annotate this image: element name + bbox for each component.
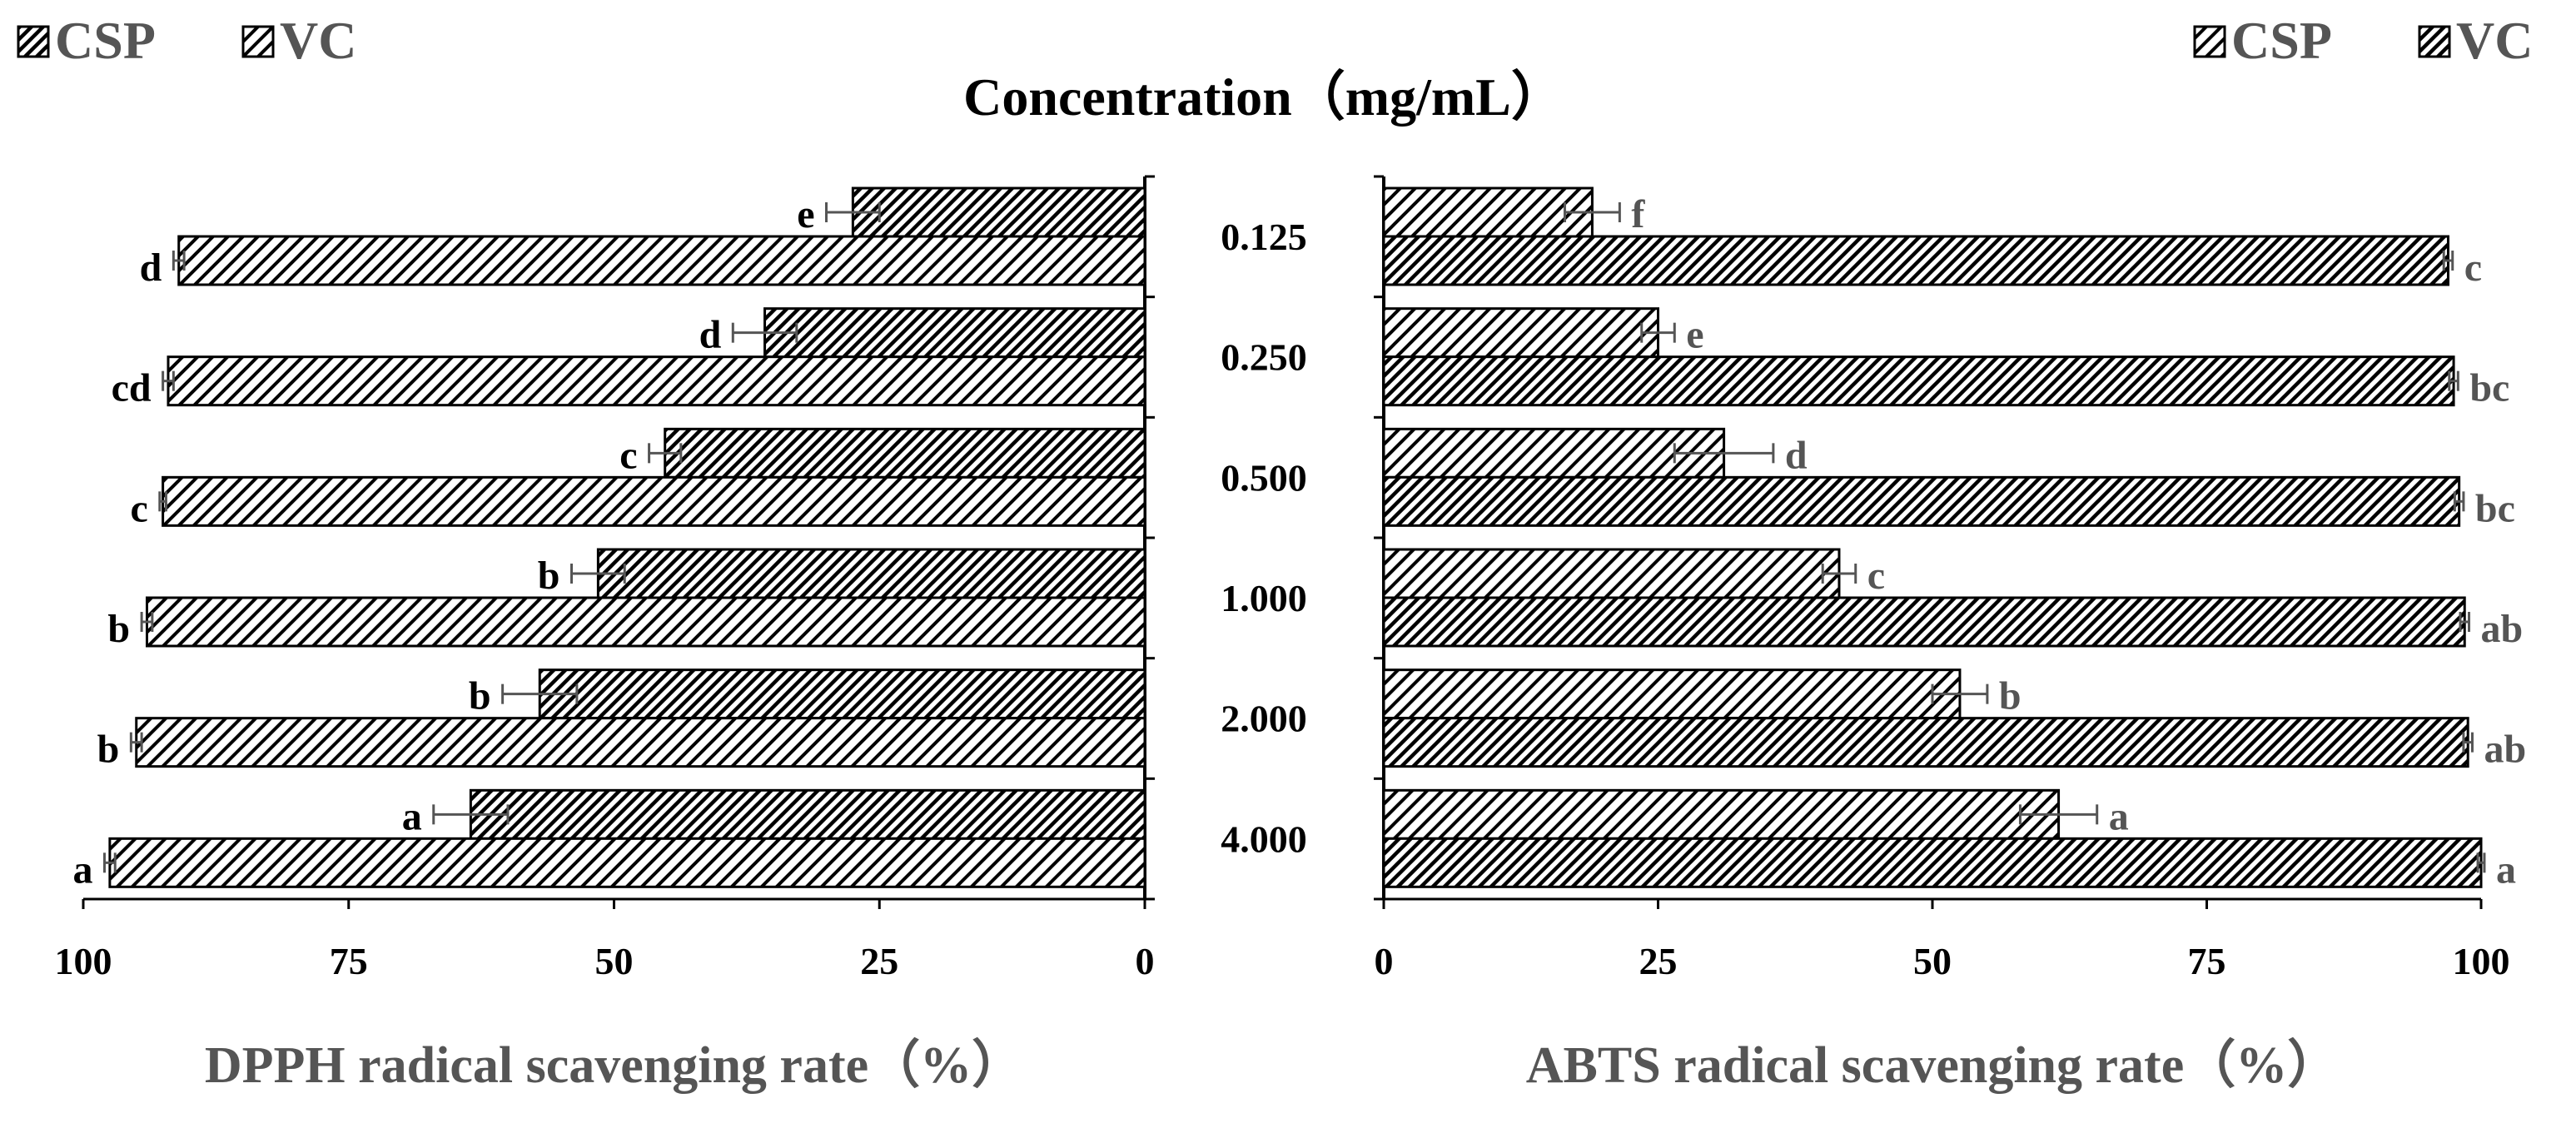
dpph-significance-letter: b — [538, 554, 560, 598]
dpph-legend-swatch-vc — [241, 25, 275, 58]
dpph-bar-vc — [135, 717, 1146, 768]
concentration-label: Concentration（mg/mL） — [963, 67, 1564, 127]
abts-x-tick-label: 100 — [2453, 940, 2510, 982]
dpph-bar-vc — [162, 475, 1146, 527]
abts-bar-vc — [1382, 355, 2455, 407]
dpph-x-tick-label: 0 — [1136, 940, 1155, 982]
abts-significance-letter: bc — [2469, 366, 2509, 410]
abts-significance-letter: ab — [2481, 607, 2524, 651]
abts-bar-csp — [1382, 186, 1594, 238]
abts-bar-csp — [1382, 548, 1841, 599]
category-label: 0.500 — [1221, 456, 1307, 499]
abts-x-tick-label: 0 — [1375, 940, 1394, 982]
abts-x-axis-title: ABTS radical scavenging rate（%） — [1526, 1036, 2339, 1094]
abts-legend-swatch-csp — [2193, 25, 2226, 58]
abts-significance-letter: bc — [2475, 486, 2515, 530]
abts-legend-label-vc: VC — [2456, 11, 2533, 70]
dpph-bar-vc — [167, 355, 1146, 407]
category-label: 4.000 — [1221, 817, 1307, 860]
dpph-bar-csp — [596, 548, 1146, 599]
abts-significance-letter: c — [1867, 554, 1885, 598]
dpph-legend-label-csp: CSP — [55, 11, 156, 70]
abts-bar-vc — [1382, 717, 2469, 768]
abts-significance-letter: a — [2496, 847, 2516, 892]
abts-bar-vc — [1382, 475, 2461, 527]
dpph-significance-letter: c — [130, 486, 147, 530]
abts-significance-letter: a — [2109, 794, 2129, 838]
dpph-bar-csp — [763, 307, 1146, 359]
abts-significance-letter: d — [1785, 433, 1808, 477]
dpph-significance-letter: e — [797, 192, 814, 236]
dpph-x-tick-label: 50 — [595, 940, 634, 982]
dpph-significance-letter: c — [619, 433, 637, 477]
dpph-bar-csp — [538, 668, 1146, 720]
abts-x-tick-label: 75 — [2188, 940, 2226, 982]
abts-bar-vc — [1382, 235, 2449, 286]
dpph-significance-letter: d — [699, 313, 722, 357]
dpph-significance-letter: a — [73, 847, 93, 892]
category-label: 0.125 — [1221, 216, 1307, 258]
category-label: 2.000 — [1221, 698, 1307, 740]
abts-significance-letter: c — [2464, 246, 2482, 290]
dpph-legend-swatch-csp — [17, 25, 50, 58]
dpph-significance-letter: b — [97, 728, 120, 772]
dpph-significance-letter: b — [107, 607, 130, 651]
abts-significance-letter: ab — [2484, 728, 2526, 772]
abts-significance-letter: f — [1631, 192, 1645, 236]
abts-significance-letter: b — [1999, 674, 2022, 718]
dpph-bar-csp — [851, 186, 1146, 238]
dpph-x-tick-label: 25 — [860, 940, 898, 982]
abts-legend-swatch-vc — [2418, 25, 2451, 58]
category-label: 0.250 — [1221, 336, 1307, 379]
abts-x-tick-label: 25 — [1639, 940, 1678, 982]
category-label: 1.000 — [1221, 577, 1307, 619]
abts-bar-csp — [1382, 788, 2061, 840]
abts-bar-csp — [1382, 307, 1659, 359]
abts-bar-csp — [1382, 427, 1726, 479]
abts-x-tick-label: 50 — [1913, 940, 1952, 982]
dpph-bar-csp — [469, 788, 1146, 840]
dpph-significance-letter: b — [469, 674, 491, 718]
dpph-bar-vc — [146, 596, 1146, 648]
dpph-bar-vc — [108, 837, 1146, 888]
dpph-legend-label-vc: VC — [280, 11, 356, 70]
dpph-x-axis-title: DPPH radical scavenging rate（%） — [205, 1036, 1023, 1094]
abts-significance-letter: e — [1686, 313, 1703, 357]
dpph-significance-letter: cd — [112, 366, 152, 410]
dpph-significance-letter: a — [402, 794, 422, 838]
dpph-x-tick-label: 75 — [330, 940, 368, 982]
dpph-x-tick-label: 100 — [55, 940, 112, 982]
dpph-bar-vc — [177, 235, 1146, 286]
abts-bar-vc — [1382, 837, 2483, 888]
abts-legend-label-csp: CSP — [2231, 11, 2332, 70]
abts-bar-csp — [1382, 668, 1962, 720]
dpph-significance-letter: d — [140, 246, 162, 290]
abts-bar-vc — [1382, 596, 2466, 648]
dpph-bar-csp — [664, 427, 1146, 479]
